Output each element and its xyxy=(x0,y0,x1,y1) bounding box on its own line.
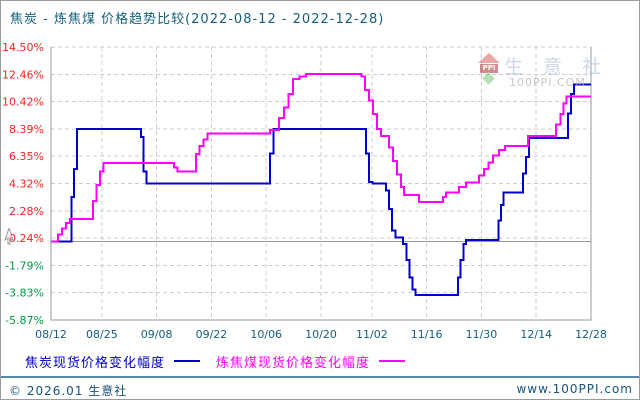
x-axis-label: 08/25 xyxy=(86,328,118,341)
y-axis-label: 12.46% xyxy=(2,68,44,81)
legend-item-coke: 焦炭现货价格变化幅度 xyxy=(25,352,201,371)
x-axis-label: 12/28 xyxy=(575,328,607,341)
legend-item-coking-coal: 炼焦煤现货价格变化幅度 xyxy=(216,352,406,371)
x-axis-label: 09/08 xyxy=(141,328,173,341)
y-axis-label: 0.24% xyxy=(9,232,44,245)
x-axis-label: 10/20 xyxy=(305,328,337,341)
chart-plot-area: 14.50% 12.46% 10.42% 8.39% 6.35% 4.32% 2.28% 0.… xyxy=(1,1,639,347)
legend-label-coking-coal: 炼焦煤现货价格变化幅度 xyxy=(216,355,371,371)
mouse-cursor-icon xyxy=(4,228,14,245)
x-axis-label: 11/30 xyxy=(466,328,498,341)
series-line xyxy=(51,72,591,243)
y-axis-label: -1.79% xyxy=(5,259,44,272)
series-line xyxy=(51,83,591,296)
page-title: 焦炭 - 炼焦煤 价格趋势比较(2022-08-12 - 2022-12-28) xyxy=(10,12,385,27)
y-axis-label: -5.87% xyxy=(5,314,44,327)
footer-divider xyxy=(1,376,639,378)
x-axis-label: 12/14 xyxy=(520,328,552,341)
y-axis-label: -3.83% xyxy=(5,287,44,300)
y-axis-label: 10.42% xyxy=(2,96,44,109)
x-axis-label: 11/16 xyxy=(411,328,443,341)
x-axis-label: 11/02 xyxy=(356,328,388,341)
x-axis-label: 09/22 xyxy=(196,328,228,341)
legend-label-coke: 焦炭现货价格变化幅度 xyxy=(25,355,166,371)
y-axis-label: 8.39% xyxy=(9,123,44,136)
y-axis-label: 6.35% xyxy=(9,150,44,163)
footer: © 2026.01 生意社 www.100PPI.com xyxy=(1,381,639,399)
footer-copyright: © 2026.01 生意社 xyxy=(9,384,128,398)
y-axis-label: 4.32% xyxy=(9,177,44,190)
x-axis-label: 10/06 xyxy=(250,328,282,341)
y-axis-label: 14.50% xyxy=(2,41,44,54)
chart-legend: 焦炭现货价格变化幅度 炼焦煤现货价格变化幅度 xyxy=(25,352,421,371)
x-axis-label: 08/12 xyxy=(35,328,67,341)
footer-site-link[interactable]: www.100PPI.com xyxy=(516,382,633,396)
chart-svg: 14.50% 12.46% 10.42% 8.39% 6.35% 4.32% 2.28% 0.… xyxy=(2,41,607,341)
legend-line-swatch-coke xyxy=(174,360,201,362)
legend-line-swatch-coking-coal xyxy=(379,360,406,362)
y-axis-label: 2.28% xyxy=(9,205,44,218)
